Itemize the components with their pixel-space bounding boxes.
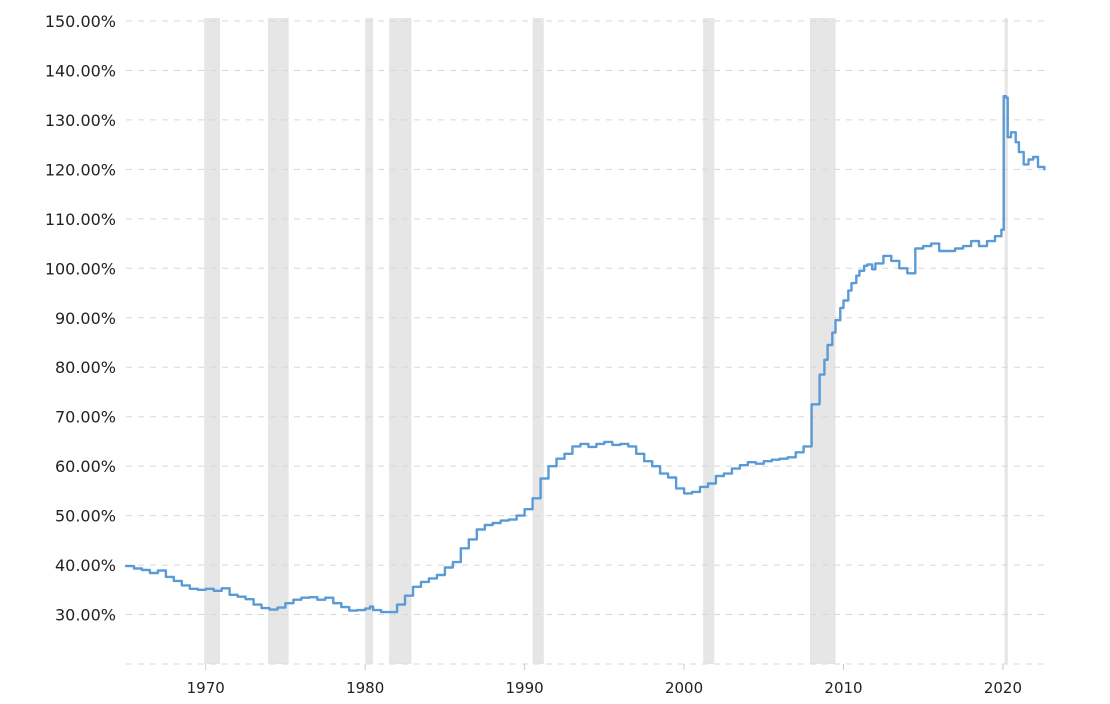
y-tick-label: 110.00% [45,210,116,229]
series-line-0 [124,95,1046,614]
shaded-period-5 [703,18,715,664]
x-tick-label: 2010 [824,679,862,697]
gridlines [126,20,1046,665]
x-tick-label: 1970 [187,679,225,697]
y-tick-label: 50.00% [55,507,116,526]
y-tick-label: 70.00% [55,408,116,427]
shaded-period-1 [267,18,289,664]
x-tick-label: 2000 [665,679,703,697]
y-tick-label: 60.00% [55,457,116,476]
recession-shading [204,18,1008,664]
y-tick-label: 30.00% [55,606,116,625]
shaded-period-2 [365,18,374,664]
y-axis: 30.00% 40.00% 50.00% 60.00% 70.00% 80.00% 90.0… [45,12,116,625]
y-tick-label: 80.00% [55,358,116,377]
y-tick-label: 40.00% [55,556,116,575]
shaded-period-4 [532,18,544,664]
x-tick-label: 2020 [984,679,1022,697]
series-layer [124,95,1046,614]
shaded-period-3 [389,18,412,664]
y-tick-label: 150.00% [45,12,116,31]
y-tick-label: 90.00% [55,309,116,328]
y-tick-label: 140.00% [45,61,116,80]
shaded-period-0 [204,18,221,664]
x-axis: 1970 1980 1990 2000 2010 2020 [187,664,1022,697]
shaded-period-7 [1004,18,1008,664]
x-tick-label: 1980 [346,679,384,697]
y-tick-label: 100.00% [45,259,116,278]
y-tick-label: 120.00% [45,160,116,179]
x-tick-label: 1990 [506,679,544,697]
y-tick-label: 130.00% [45,111,116,130]
